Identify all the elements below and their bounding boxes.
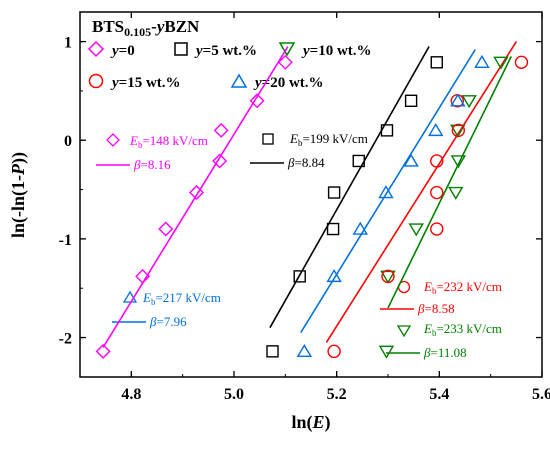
axes-ticks: 4.8 5.0 5.2 5.4 5.6 -2 -1 0 1 bbox=[59, 12, 550, 403]
annotation-beta-y0: β=8.16 bbox=[133, 157, 171, 172]
annotation-eb-y15: Eb=232 kV/cm bbox=[423, 279, 502, 296]
annotation-beta-y15: β=8.58 bbox=[417, 301, 455, 316]
fit-line-series-1 bbox=[269, 46, 430, 329]
x-tick-label: 5.0 bbox=[224, 386, 244, 403]
data-point-series-0 bbox=[249, 93, 265, 109]
fit-lines bbox=[102, 41, 518, 348]
fit-line-series-0 bbox=[102, 46, 289, 348]
data-point-series-4 bbox=[352, 221, 369, 235]
annotation-beta-y10: β=11.08 bbox=[423, 345, 467, 360]
data-point-series-1 bbox=[404, 94, 418, 107]
annotation-beta-y5: β=8.84 bbox=[287, 155, 325, 170]
legend-marker-circle bbox=[88, 73, 104, 89]
annotation-y15: Eb=232 kV/cm β=8.58 bbox=[380, 279, 502, 316]
annotation-y10: Eb=233 kV/cm β=11.08 bbox=[386, 321, 502, 360]
data-point-series-3 bbox=[451, 123, 466, 138]
data-point-series-0 bbox=[213, 122, 229, 138]
y-tick-label: 0 bbox=[64, 133, 72, 150]
legend-label-y20: y=20 wt.% bbox=[253, 75, 324, 91]
legend-label-y5: y=5 wt.% bbox=[194, 43, 257, 59]
annotation-eb-y0: Eb=148 kV/cm bbox=[129, 133, 208, 150]
x-tick-label: 5.6 bbox=[532, 386, 550, 403]
data-point-series-0 bbox=[277, 54, 293, 70]
legend-label-y0: y=0 bbox=[110, 43, 135, 59]
annotation-eb-y20: Eb=217 kV/cm bbox=[142, 290, 221, 307]
legend-marker-square bbox=[174, 42, 188, 56]
data-point-series-2 bbox=[378, 345, 395, 359]
data-point-series-2 bbox=[380, 270, 396, 284]
legend-label-y15: y=15 wt.% bbox=[110, 75, 181, 91]
data-point-series-2 bbox=[408, 223, 424, 237]
data-point-series-2 bbox=[450, 124, 466, 138]
annotation-eb-y5: Eb=199 kV/cm bbox=[289, 131, 368, 148]
annotation-eb-y10: Eb=233 kV/cm bbox=[423, 321, 502, 338]
data-point-series-1 bbox=[266, 345, 279, 358]
data-point-series-4 bbox=[428, 123, 444, 137]
annotation-y5: Eb=199 kV/cm β=8.84 bbox=[250, 131, 368, 170]
data-point-series-3 bbox=[327, 344, 341, 359]
x-tick-label: 5.4 bbox=[429, 386, 449, 403]
data-point-series-3 bbox=[430, 185, 444, 200]
legend-label-y10: y=10 wt.% bbox=[301, 43, 372, 59]
legend-marker-triangle-down bbox=[278, 42, 296, 57]
annotation-marker-square bbox=[262, 133, 274, 145]
y-tick-label: 1 bbox=[64, 35, 72, 52]
data-point-series-1 bbox=[327, 186, 341, 199]
data-point-series-4 bbox=[403, 153, 419, 167]
legend-marker-diamond bbox=[87, 40, 105, 58]
legend-item-y5: y=5 wt.% bbox=[174, 42, 257, 59]
data-points bbox=[95, 54, 529, 359]
data-point-series-0 bbox=[135, 268, 151, 284]
data-point-series-3 bbox=[430, 222, 444, 236]
annotation-marker-diamond bbox=[106, 133, 120, 147]
y-tick-label: -2 bbox=[59, 331, 72, 348]
data-point-series-3 bbox=[381, 269, 395, 284]
data-point-series-0 bbox=[95, 343, 111, 359]
data-point-series-1 bbox=[380, 124, 394, 137]
data-point-series-1 bbox=[326, 222, 340, 236]
annotation-y20: Eb=217 kV/cm β=7.96 bbox=[112, 290, 221, 329]
legend-item-y0: y=0 bbox=[87, 40, 135, 59]
annotation-marker-triangle-down bbox=[396, 325, 412, 338]
annotation-y0: Eb=148 kV/cm β=8.16 bbox=[96, 133, 208, 172]
data-point-series-4 bbox=[296, 343, 313, 358]
fit-line-series-3 bbox=[325, 41, 518, 343]
data-point-series-3 bbox=[430, 154, 444, 168]
plot-frame bbox=[79, 11, 543, 378]
x-tick-label: 5.2 bbox=[327, 386, 347, 403]
data-point-series-4 bbox=[326, 269, 342, 283]
legend: y=0 y=5 wt.% y=10 wt.% y=15 wt.% y=20 wt… bbox=[87, 40, 372, 91]
x-axis-label: ln(E) bbox=[291, 412, 330, 433]
data-point-series-2 bbox=[493, 56, 509, 70]
data-point-series-1 bbox=[352, 154, 365, 168]
data-point-series-0 bbox=[189, 185, 205, 201]
annotation-marker-triangle-up bbox=[122, 290, 138, 303]
data-point-series-0 bbox=[212, 153, 228, 169]
data-point-series-2 bbox=[461, 95, 477, 109]
legend-marker-triangle-up bbox=[230, 73, 248, 88]
data-point-series-0 bbox=[158, 221, 174, 237]
data-point-series-4 bbox=[474, 54, 490, 69]
x-tick-label: 4.8 bbox=[121, 386, 141, 403]
data-point-series-3 bbox=[514, 55, 529, 70]
data-point-series-4 bbox=[378, 185, 394, 199]
legend-item-y10: y=10 wt.% bbox=[278, 42, 372, 59]
data-point-series-1 bbox=[430, 56, 443, 69]
legend-item-y20: y=20 wt.% bbox=[230, 73, 324, 91]
data-point-series-2 bbox=[448, 186, 464, 200]
annotation-beta-y20: β=7.96 bbox=[149, 314, 187, 329]
data-point-series-4 bbox=[450, 93, 466, 107]
fit-line-series-2 bbox=[387, 56, 512, 309]
y-axis-label: ln(-ln(1-P)) bbox=[8, 152, 29, 238]
data-point-series-2 bbox=[450, 155, 467, 169]
legend-item-y15: y=15 wt.% bbox=[88, 73, 181, 91]
chart-title: BTS0.105-yBZN bbox=[92, 17, 200, 39]
y-tick-label: -1 bbox=[59, 232, 72, 249]
data-point-series-1 bbox=[293, 270, 306, 283]
